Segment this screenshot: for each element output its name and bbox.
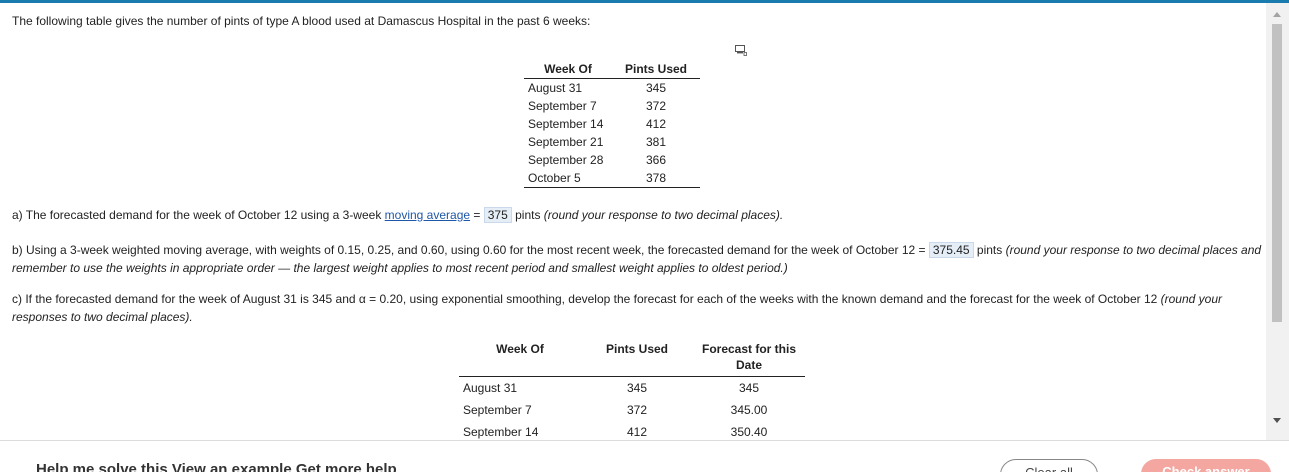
- week-cell: September 28: [528, 153, 604, 167]
- table2-header-week: Week Of: [459, 339, 581, 377]
- part-b-answer-field[interactable]: 375.45: [928, 242, 974, 258]
- part-a: a) The forecasted demand for the week of…: [12, 206, 1262, 224]
- blood-usage-table: Week Of Pints Used August 31 345 Septemb…: [524, 61, 700, 188]
- table-row: September 28 366: [524, 151, 700, 169]
- table-row: October 5 378: [524, 169, 700, 188]
- forecast-cell[interactable]: 345.00: [730, 403, 768, 417]
- part-a-unit: pints: [511, 208, 544, 222]
- moving-average-link[interactable]: moving average: [384, 208, 471, 222]
- table2-header-pints: Pints Used: [581, 339, 693, 377]
- table-row: September 21 381: [524, 133, 700, 151]
- vertical-scrollbar[interactable]: [1266, 3, 1289, 440]
- table-row: September 14 412 350.40: [459, 421, 805, 440]
- scrollbar-thumb[interactable]: [1272, 24, 1282, 322]
- top-accent-bar: [0, 0, 1289, 3]
- scroll-up-icon[interactable]: [1273, 12, 1281, 17]
- pints-cell: 412: [645, 117, 667, 131]
- table-row: August 31 345: [524, 79, 700, 98]
- footer-toolbar: Help me solve this View an example Get m…: [0, 440, 1289, 472]
- part-b-hint: (round your response to two decimal plac…: [12, 243, 1262, 275]
- week-cell: September 14: [528, 117, 604, 131]
- part-c: c) If the forecasted demand for the week…: [12, 290, 1262, 326]
- part-b: b) Using a 3-week weighted moving averag…: [12, 241, 1262, 277]
- week-cell: September 7: [528, 99, 597, 113]
- part-a-hint: (round your response to two decimal plac…: [543, 208, 784, 222]
- question-content: The following table gives the number of …: [0, 3, 1266, 440]
- table2-header-forecast: Forecast for this Date: [693, 339, 805, 377]
- question-intro: The following table gives the number of …: [12, 14, 591, 28]
- forecast-cell[interactable]: 350.40: [730, 425, 768, 439]
- part-a-answer-field[interactable]: 375: [483, 207, 512, 223]
- part-a-text: a) The forecasted demand for the week of…: [12, 208, 385, 222]
- pints-cell: 412: [626, 425, 648, 439]
- part-b-text: b) Using a 3-week weighted moving averag…: [12, 243, 929, 257]
- scroll-down-icon[interactable]: [1273, 418, 1281, 423]
- help-links[interactable]: Help me solve this View an example Get m…: [36, 461, 397, 472]
- part-b-unit: pints: [973, 243, 1006, 257]
- part-a-equals: =: [470, 208, 484, 222]
- table-row: September 14 412: [524, 115, 700, 133]
- part-c-hint: (round your responses to two decimal pla…: [12, 292, 1223, 324]
- week-cell: September 21: [528, 135, 604, 149]
- table-row: August 31 345 345: [459, 377, 805, 400]
- table-row: September 7 372 345.00: [459, 399, 805, 421]
- forecast-table: Week Of Pints Used Forecast for this Dat…: [459, 339, 805, 440]
- week-cell: September 14: [463, 425, 539, 439]
- table1-header-week: Week Of: [524, 61, 612, 79]
- pints-cell: 372: [645, 99, 667, 113]
- week-cell: August 31: [528, 81, 583, 95]
- pints-cell: 381: [645, 135, 667, 149]
- copy-table-icon[interactable]: [735, 45, 747, 56]
- pints-cell: 366: [645, 153, 667, 167]
- table-row: September 7 372: [524, 97, 700, 115]
- week-cell: September 7: [463, 403, 532, 417]
- week-cell: October 5: [524, 169, 612, 188]
- pints-cell: 372: [626, 403, 648, 417]
- pints-cell: 378: [612, 169, 700, 188]
- week-cell: August 31: [463, 381, 518, 395]
- part-c-text: c) If the forecasted demand for the week…: [12, 292, 1161, 306]
- clear-all-button[interactable]: Clear all: [1000, 459, 1098, 472]
- check-answer-button[interactable]: Check answer: [1141, 459, 1271, 472]
- table1-header-pints: Pints Used: [612, 61, 700, 79]
- forecast-cell: 345: [738, 381, 760, 395]
- pints-cell: 345: [645, 81, 667, 95]
- pints-cell: 345: [626, 381, 648, 395]
